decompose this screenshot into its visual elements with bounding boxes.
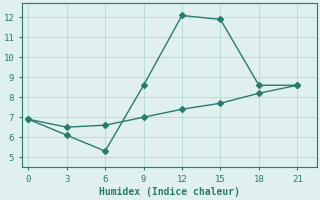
X-axis label: Humidex (Indice chaleur): Humidex (Indice chaleur): [99, 186, 240, 197]
